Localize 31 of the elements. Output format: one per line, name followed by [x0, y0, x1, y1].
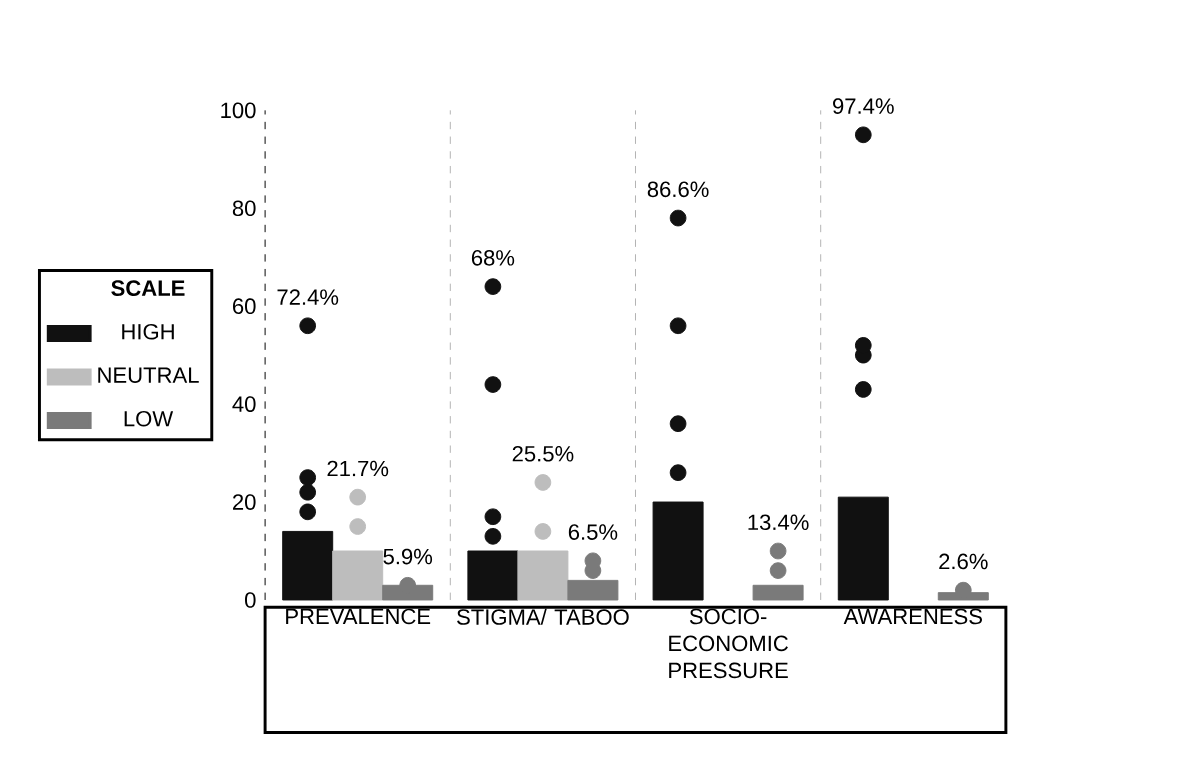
annotation: 97.4%	[833, 98, 894, 114]
x-tick-label: AWARENESS	[843, 608, 982, 625]
annotation: 68%	[471, 249, 515, 266]
legend-label: HIGH	[122, 323, 174, 340]
bar	[332, 550, 384, 601]
annotation: 2.6%	[939, 553, 988, 570]
bar	[652, 501, 704, 601]
legend-label: NEUTRAL	[98, 367, 199, 383]
bar	[467, 550, 519, 601]
y-tick-label: 20	[233, 494, 256, 510]
annotation: 21.7%	[327, 460, 389, 477]
y-tick-label: 80	[232, 200, 256, 216]
legend-title: SCALE	[111, 280, 185, 296]
legend-label: LOW	[124, 410, 174, 427]
annotation: 5.9%	[383, 548, 433, 565]
bar	[837, 496, 889, 601]
x-tick-label: PREVALENCE	[286, 608, 431, 625]
bar	[517, 550, 569, 601]
annotation: 25.5%	[512, 445, 574, 462]
bar	[752, 584, 804, 601]
annotation: 86.6%	[647, 181, 709, 197]
y-tick-label: 60	[233, 298, 256, 314]
y-tick-label: 40	[232, 396, 256, 412]
y-tick-label: 100	[221, 102, 256, 118]
x-tick-label: SOCIO-ECONOMIC PRESSURE	[669, 608, 788, 679]
bar	[282, 530, 334, 601]
annotation: 6.5%	[568, 524, 618, 540]
y-tick-label: 0	[245, 591, 256, 608]
annotation: 72.4%	[277, 289, 339, 305]
x-tick-label: STIGMA/ TABOO	[457, 608, 629, 625]
annotation: 13.4%	[748, 514, 809, 530]
